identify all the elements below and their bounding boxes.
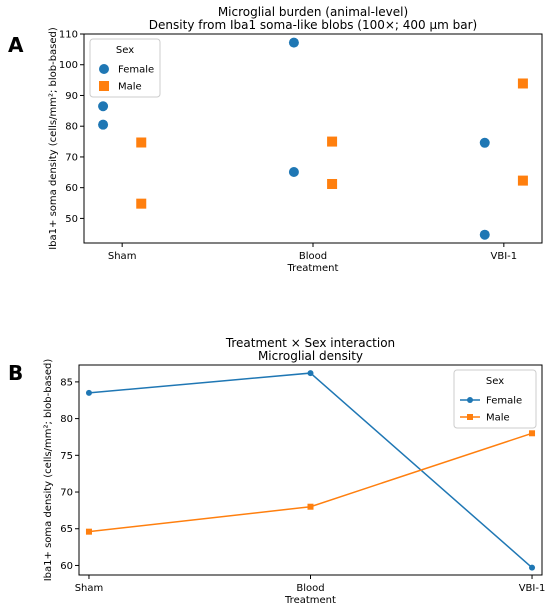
panel-a-ytick-label: 90 xyxy=(65,91,78,102)
panel-a-ytick-label: 110 xyxy=(59,30,78,41)
panel-a-legend-title: Sex xyxy=(116,45,134,56)
panel-a-point-male-vbi-1 xyxy=(517,78,528,89)
panel-b-ytick-label: 60 xyxy=(60,561,73,572)
panel-a-point-male-blood xyxy=(327,136,338,147)
panel-a-point-male-vbi-1 xyxy=(517,175,528,186)
panel-b-point-female-vbi-1 xyxy=(529,564,536,571)
panel-b-ytick-label: 70 xyxy=(60,488,73,499)
panel-a-point-female-blood xyxy=(288,37,299,48)
panel-b-y-axis-label: Iba1+ soma density (cells/mm²; blob-base… xyxy=(43,359,54,582)
panel-a-point-male-blood xyxy=(327,178,338,189)
panel-b-legend-title: Sex xyxy=(486,376,504,387)
panel-a-legend-marker-male xyxy=(99,81,109,91)
panel-b-legend-marker-female xyxy=(467,397,473,403)
panel-b-point-male-sham xyxy=(85,528,92,535)
panel-b-point-female-sham xyxy=(85,389,92,396)
panel-b-ytick-label: 85 xyxy=(60,377,73,388)
panel-a-point-female-vbi-1 xyxy=(479,137,490,148)
panel-a-xtick-label: VBI-1 xyxy=(491,251,518,262)
panel-b-point-male-vbi-1 xyxy=(529,430,536,437)
panel-a-subtitle: Density from Iba1 soma-like blobs (100×;… xyxy=(149,18,477,32)
panel-a-xtick-label: Blood xyxy=(299,251,327,262)
panel-a-xtick-label: Sham xyxy=(108,251,137,262)
panel-a-legend-marker-female xyxy=(99,64,109,74)
panel-a-point-male-sham xyxy=(136,137,147,148)
panel-b-legend-label-female: Female xyxy=(486,396,522,407)
panel-a-ytick-label: 80 xyxy=(65,122,78,133)
panel-a-title: Microglial burden (animal-level) xyxy=(218,5,408,19)
panel-a-legend-label-male: Male xyxy=(118,82,142,93)
panel-a-point-female-vbi-1 xyxy=(479,229,490,240)
panel-a-point-female-sham xyxy=(98,119,109,130)
panel-a-y-axis-label: Iba1+ soma density (cells/mm²; blob-base… xyxy=(48,27,59,250)
panel-b-legend-label-male: Male xyxy=(486,413,510,424)
panel-a-legend-label-female: Female xyxy=(118,65,154,76)
panel-b-x-axis-label: Treatment xyxy=(284,595,336,606)
panel-b-ytick-label: 65 xyxy=(60,524,73,535)
panel-b-xtick-label: VBI-1 xyxy=(519,583,546,594)
panel-a-ytick-label: 100 xyxy=(59,60,78,71)
panel-b-point-male-blood xyxy=(307,503,314,510)
scatter-chart-panel-a: 50 60 70 80 90 100 110 Sham Blood VBI-1 Treatment I… xyxy=(48,5,543,274)
panel-b-title: Treatment × Sex interaction xyxy=(225,336,395,350)
panel-b-legend-box xyxy=(453,369,537,429)
panel-b-letter: B xyxy=(8,361,23,385)
line-chart-panel-b: 60 65 70 75 80 85 Sham Blood VBI-1 Treatment Iba1+… xyxy=(43,336,545,606)
panel-b-subtitle: Microglial density xyxy=(258,349,363,363)
panel-a-ytick-label: 70 xyxy=(65,152,78,163)
panel-a-point-female-blood xyxy=(288,167,299,178)
panel-b-xtick-label: Sham xyxy=(75,583,104,594)
panel-a-letter: A xyxy=(8,33,24,57)
panel-b-ytick-label: 75 xyxy=(60,451,73,462)
panel-a-point-female-sham xyxy=(98,101,109,112)
panel-a-ytick-label: 60 xyxy=(65,183,78,194)
panel-a-point-male-sham xyxy=(136,198,147,209)
panel-b-line-male xyxy=(88,432,533,533)
panel-a-ytick-label: 50 xyxy=(65,214,78,225)
panel-a-x-axis-label: Treatment xyxy=(287,263,339,274)
panel-b-xtick-label: Blood xyxy=(296,583,324,594)
panel-b-ytick-label: 80 xyxy=(60,414,73,425)
panel-b-point-female-blood xyxy=(307,370,314,377)
panel-b-legend-marker-male xyxy=(467,414,473,420)
